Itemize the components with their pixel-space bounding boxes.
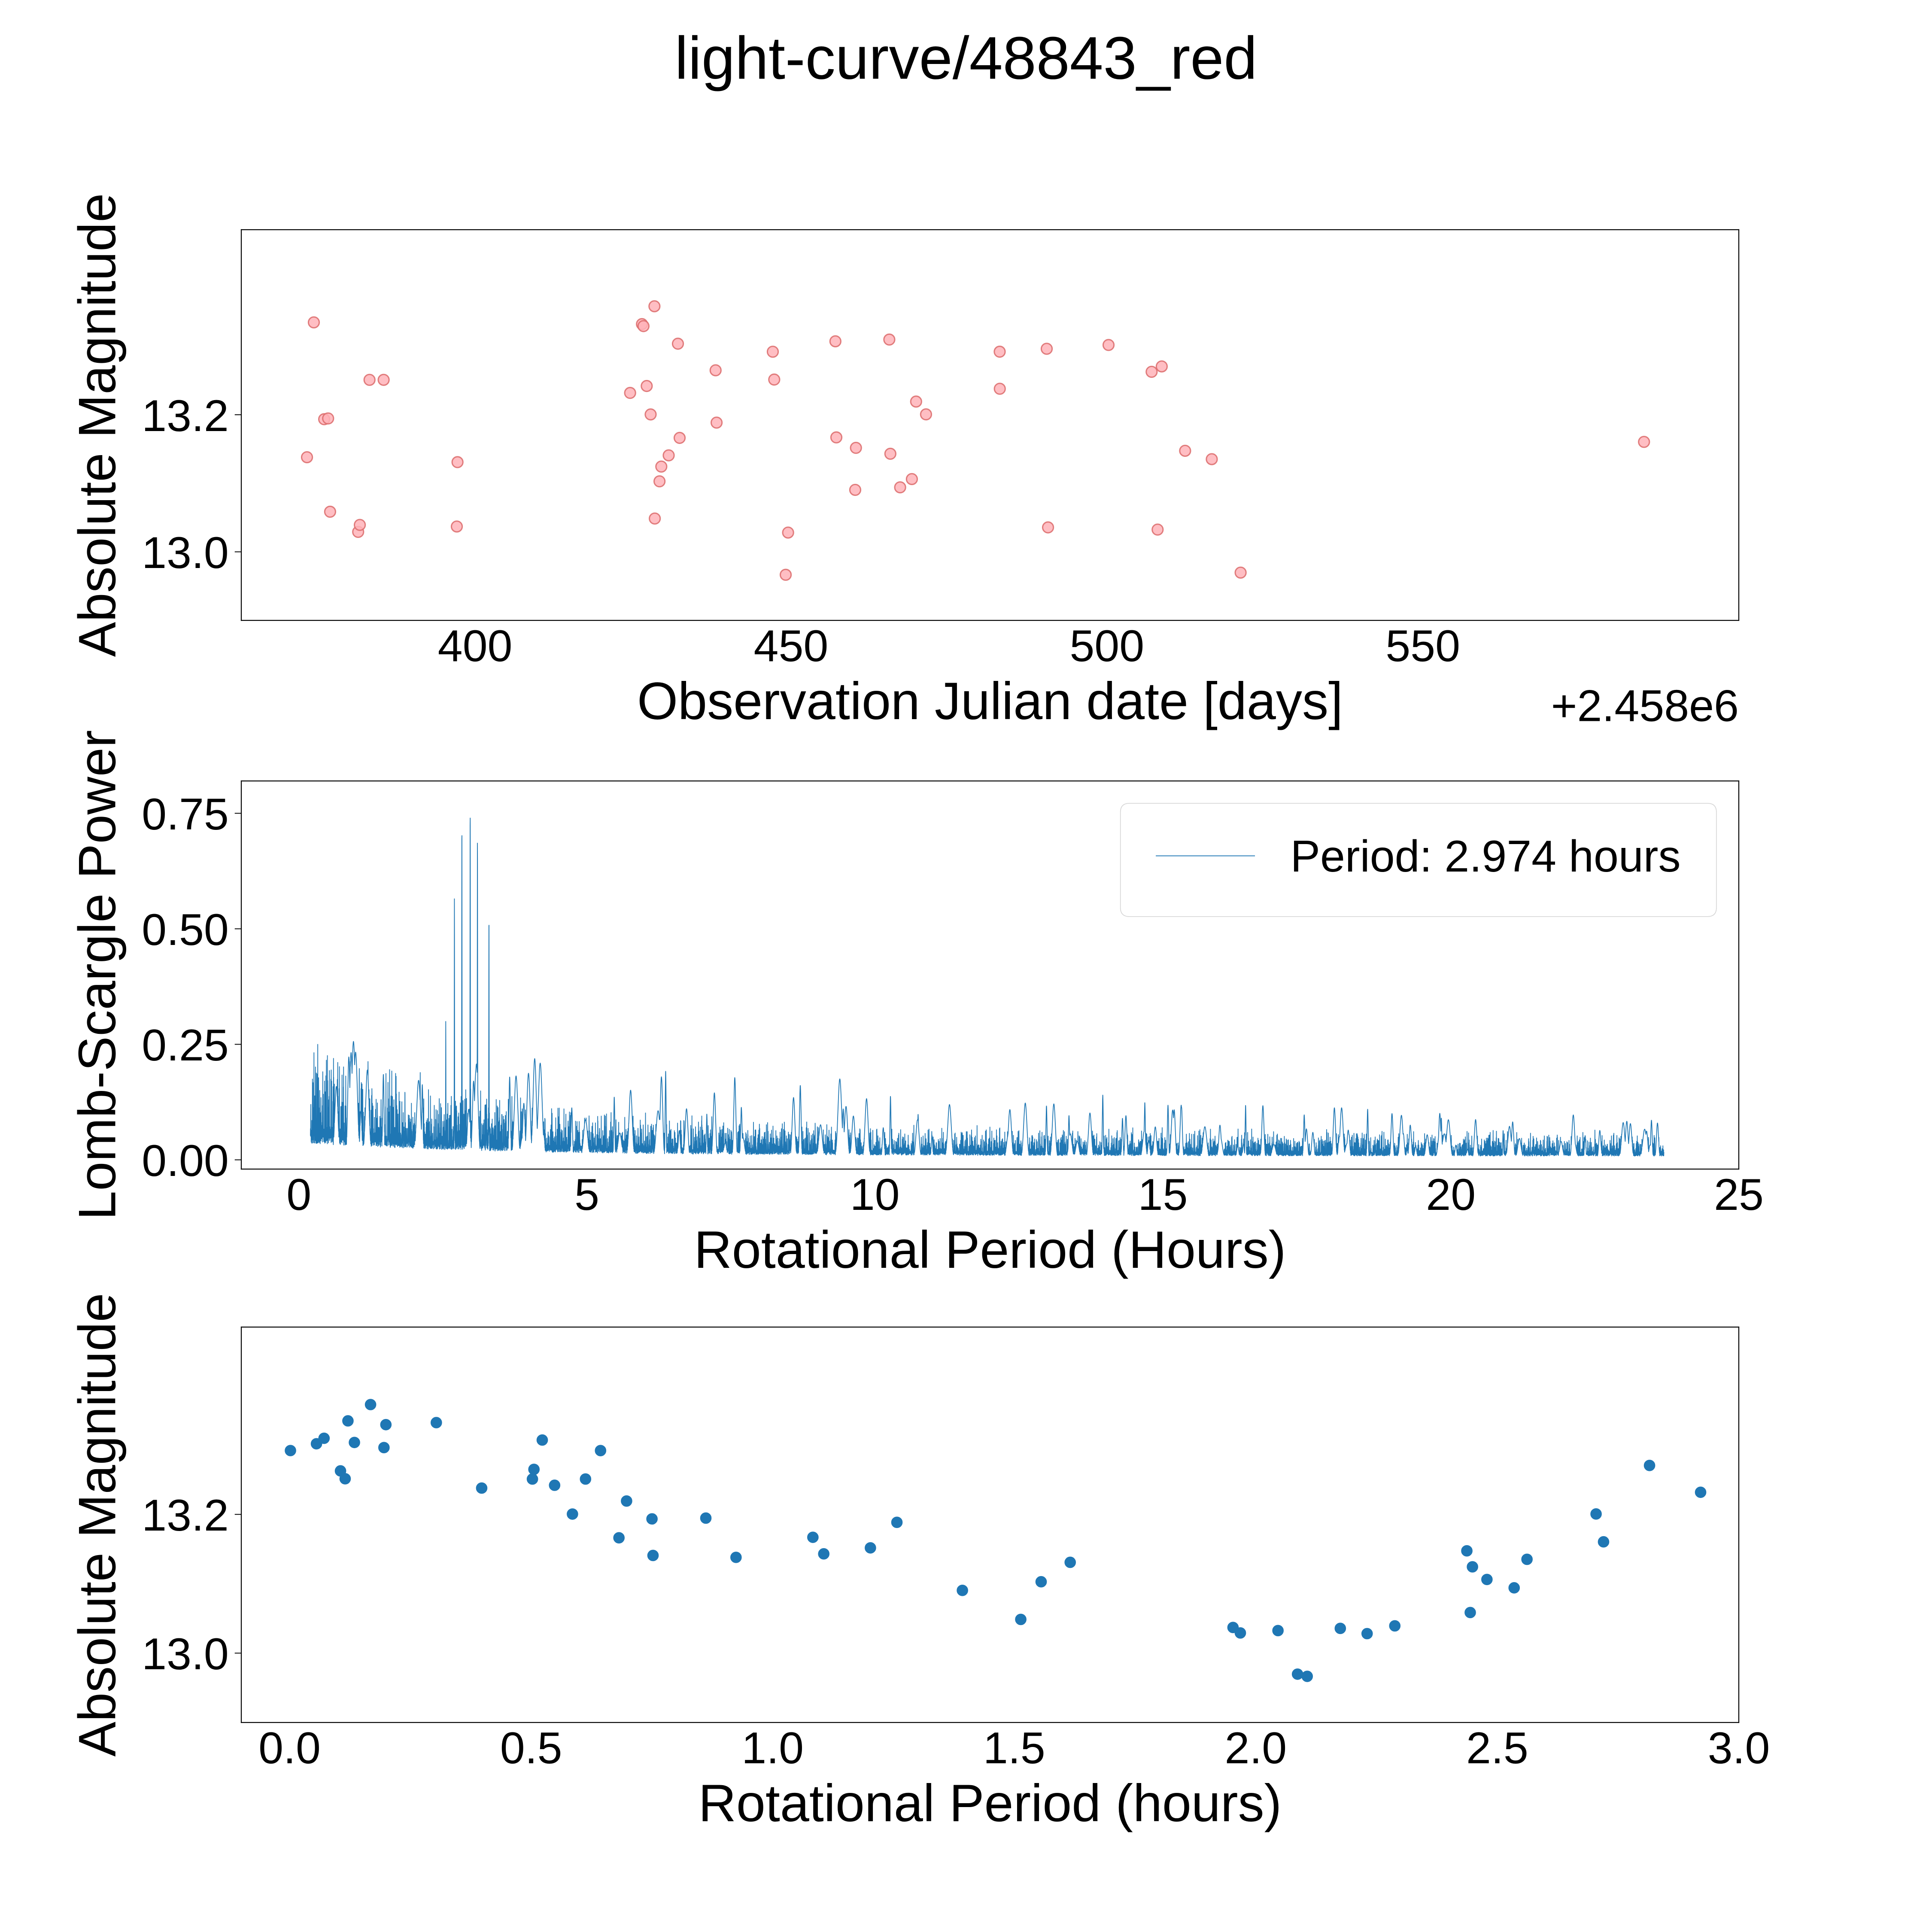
svg-text:Observation Julian date [days]: Observation Julian date [days] — [637, 671, 1343, 730]
svg-text:2.0: 2.0 — [1224, 1723, 1287, 1773]
svg-text:+2.458e6: +2.458e6 — [1551, 681, 1739, 731]
svg-text:0.0: 0.0 — [258, 1723, 321, 1773]
svg-text:0.5: 0.5 — [500, 1723, 562, 1773]
svg-text:13.0: 13.0 — [142, 528, 229, 578]
svg-text:0.50: 0.50 — [142, 905, 229, 955]
svg-text:Absolute Magnitude: Absolute Magnitude — [68, 1293, 127, 1756]
svg-text:Rotational Period (hours): Rotational Period (hours) — [699, 1774, 1282, 1832]
svg-text:25: 25 — [1714, 1170, 1764, 1220]
svg-text:400: 400 — [438, 621, 513, 671]
svg-text:light-curve/48843_red: light-curve/48843_red — [675, 24, 1258, 91]
svg-text:450: 450 — [754, 621, 829, 671]
svg-text:13.2: 13.2 — [142, 391, 229, 441]
svg-text:1.0: 1.0 — [741, 1723, 804, 1773]
svg-text:2.5: 2.5 — [1466, 1723, 1528, 1773]
svg-text:Period: 2.974 hours: Period: 2.974 hours — [1290, 832, 1680, 881]
svg-text:Lomb-Scargle Power: Lomb-Scargle Power — [68, 730, 127, 1220]
svg-text:Absolute Magnitude: Absolute Magnitude — [68, 193, 127, 657]
svg-text:0.25: 0.25 — [142, 1021, 229, 1070]
svg-text:3.0: 3.0 — [1708, 1723, 1770, 1773]
svg-text:550: 550 — [1385, 621, 1460, 671]
svg-text:0.00: 0.00 — [142, 1136, 229, 1186]
svg-text:13.0: 13.0 — [142, 1629, 229, 1679]
svg-text:10: 10 — [850, 1170, 900, 1220]
svg-text:0: 0 — [286, 1170, 311, 1220]
svg-text:0.75: 0.75 — [142, 790, 229, 839]
svg-text:20: 20 — [1426, 1170, 1476, 1220]
svg-text:13.2: 13.2 — [142, 1491, 229, 1540]
svg-text:15: 15 — [1138, 1170, 1188, 1220]
svg-text:5: 5 — [574, 1170, 599, 1220]
svg-text:500: 500 — [1069, 621, 1144, 671]
svg-text:1.5: 1.5 — [983, 1723, 1045, 1773]
svg-text:Rotational Period (Hours): Rotational Period (Hours) — [694, 1220, 1286, 1279]
